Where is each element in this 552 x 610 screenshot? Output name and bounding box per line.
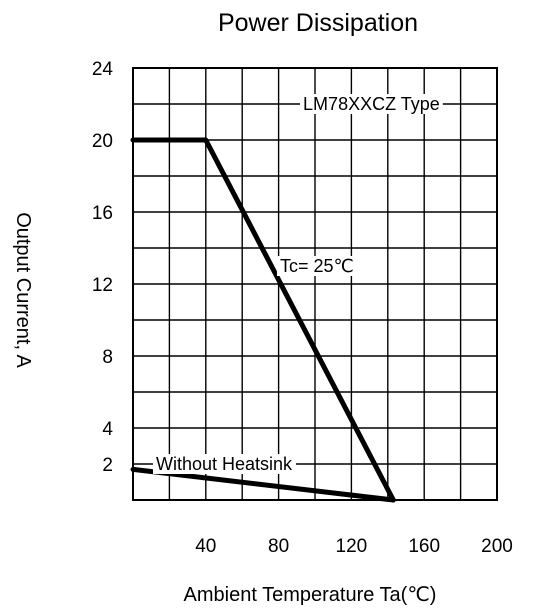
y-axis-label: Output Current, A: [12, 212, 34, 368]
y-tick-label: 16: [92, 203, 113, 224]
y-tick-label: 4: [102, 419, 113, 440]
y-tick-label: 24: [92, 59, 114, 80]
x-axis-ticks: 40 80 120 160 200: [195, 536, 513, 557]
series-lines: [130, 137, 396, 503]
x-tick-label: 40: [195, 536, 216, 557]
annotations: LM78XXCZ Type Tc= 25℃ Without Heatsink: [152, 94, 443, 474]
annotation-background: [276, 256, 357, 276]
series-line-without-heatsink: [130, 466, 396, 503]
y-tick-label: 12: [92, 275, 113, 296]
series-line-tc-25: [130, 137, 396, 503]
annotation-label: Without Heatsink: [156, 454, 293, 474]
x-tick-label: 200: [481, 536, 513, 557]
x-tick-label: 80: [268, 536, 289, 557]
grid-lines: [133, 68, 497, 500]
y-tick-label: 2: [102, 455, 113, 476]
annotation-background: [300, 94, 443, 114]
x-tick-label: 120: [336, 536, 368, 557]
plot-area: [132, 67, 498, 501]
annotation-label: Tc= 25℃: [280, 256, 354, 276]
y-tick-label: 20: [92, 131, 113, 152]
x-axis-label: Ambient Temperature Ta(℃): [184, 584, 437, 606]
annotation-label: LM78XXCZ Type: [303, 94, 440, 114]
y-tick-label: 8: [102, 347, 113, 368]
x-tick-label: 160: [408, 536, 440, 557]
chart-title: Power Dissipation: [218, 9, 418, 37]
annotation-background: [152, 454, 297, 474]
